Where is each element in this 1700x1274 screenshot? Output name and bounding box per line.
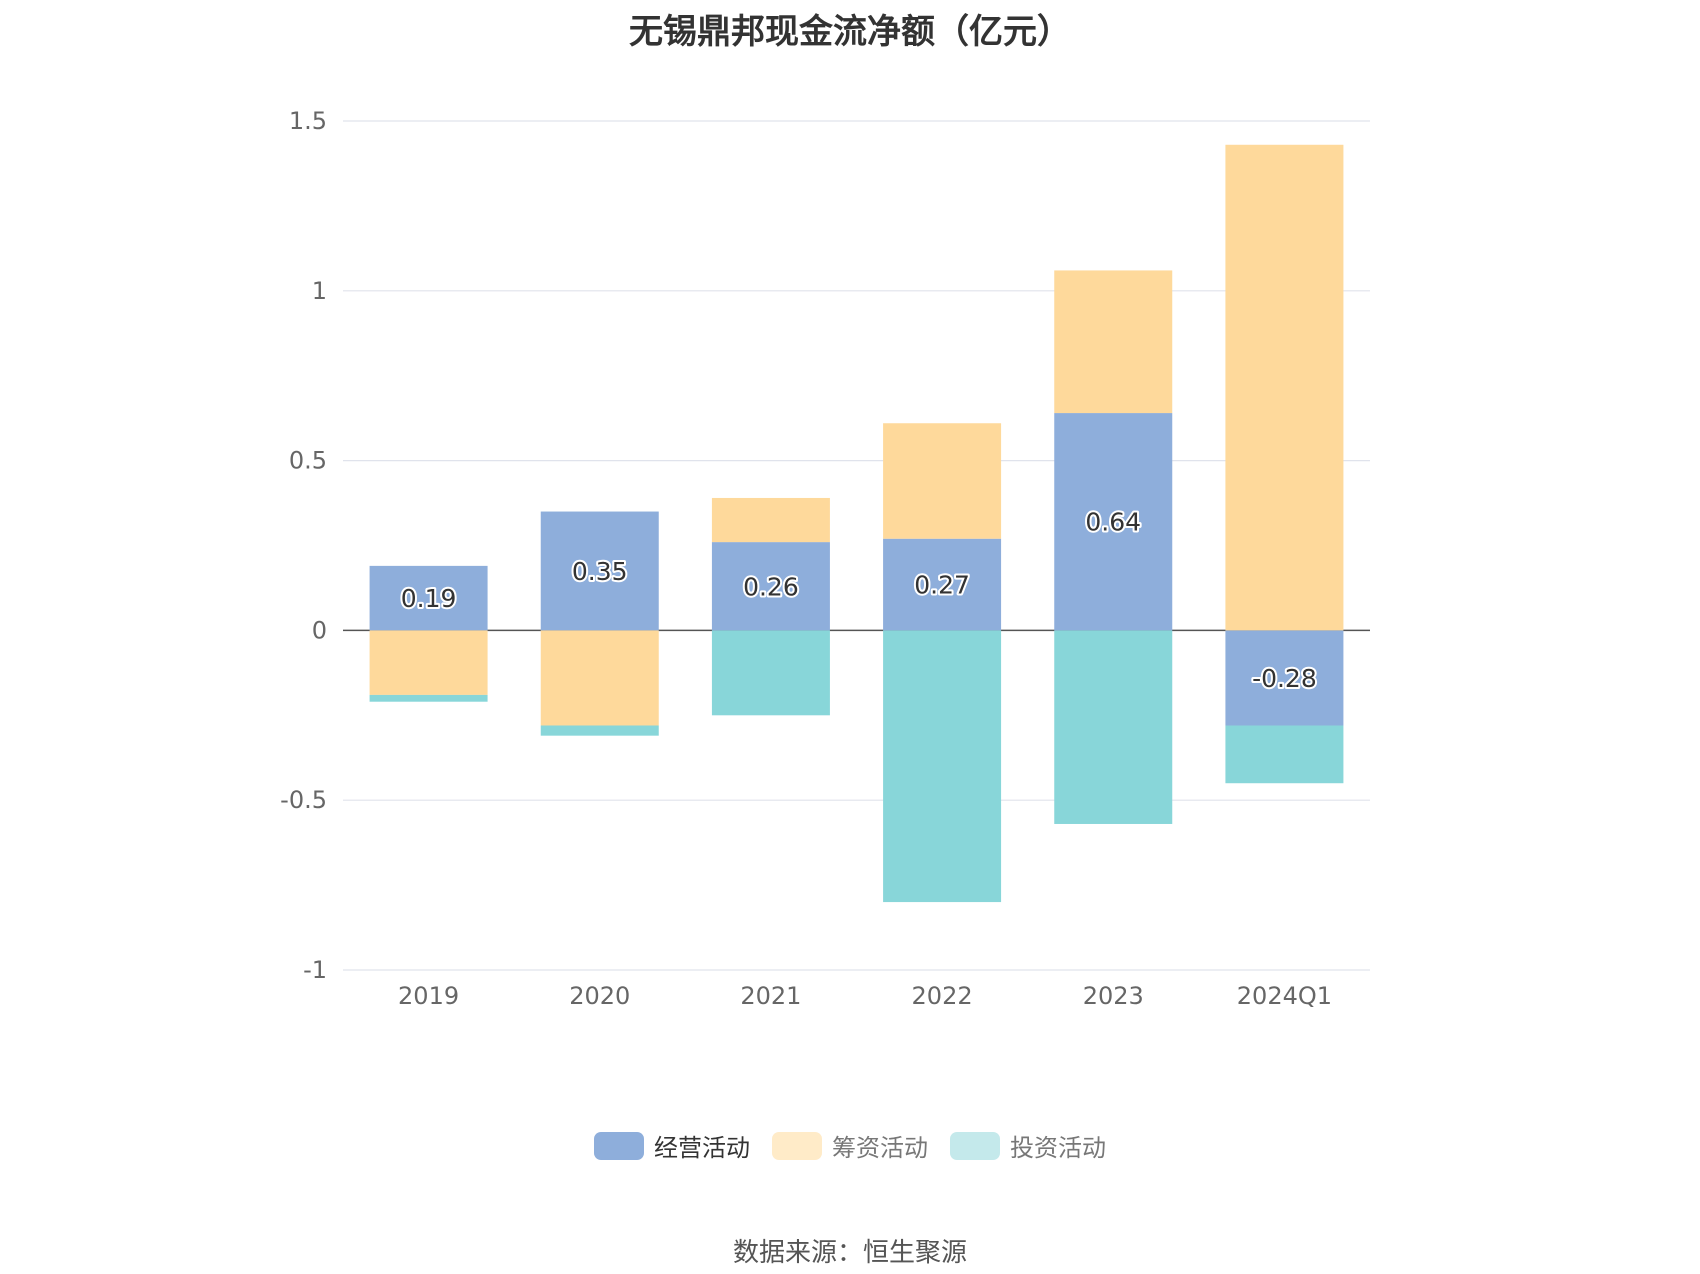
- bar-经营活动-2020: [540, 511, 659, 631]
- source-note: 数据来源：恒生聚源: [732, 1238, 967, 1268]
- bar-经营活动-2019: [369, 565, 488, 631]
- y-tick-label: 1: [312, 277, 327, 305]
- legend-swatch: [772, 1131, 822, 1160]
- bar-投资活动-2021: [711, 630, 830, 716]
- bar-经营活动-2022: [883, 538, 1002, 631]
- legend-swatch: [950, 1131, 1000, 1160]
- data-label: 0.26: [743, 572, 799, 601]
- bar-投资活动-2022: [883, 630, 1002, 903]
- bar-layer: [369, 144, 1344, 903]
- y-tick-label: -1: [303, 956, 327, 984]
- legend-item[interactable]: 筹资活动: [772, 1128, 928, 1163]
- legend-item[interactable]: 经营活动: [594, 1128, 750, 1163]
- data-label: 0.35: [572, 557, 628, 586]
- data-label: -0.28: [1252, 664, 1317, 693]
- x-tick-label: 2024Q1: [1237, 982, 1332, 1010]
- data-label: 0.64: [1085, 508, 1141, 537]
- label-layer: 0.19 0.35 0.26 0.27 0.64 -0.28: [399, 506, 1319, 695]
- bar-投资活动-2024Q1: [1225, 725, 1344, 784]
- y-tick-label: -0.5: [280, 786, 327, 814]
- bar-筹资活动-2021: [711, 497, 830, 543]
- x-tick-label: 2020: [569, 982, 630, 1010]
- y-tick-label: 0: [312, 616, 327, 644]
- data-label: 0.19: [401, 584, 457, 613]
- legend-swatch: [594, 1131, 644, 1160]
- axis-layer: 1.5 1 0.5 0 -0.5 -1 2019 2020 2021 2022 2023 2024Q1: [280, 107, 1332, 1010]
- x-tick-label: 2019: [398, 982, 459, 1010]
- grid-layer: [343, 120, 1370, 971]
- bar-经营活动-2023: [1054, 413, 1173, 631]
- legend-label: 投资活动: [1010, 1134, 1106, 1162]
- chart-title: 无锡鼎邦现金流净额（亿元）: [629, 12, 1071, 52]
- bar-投资活动-2023: [1054, 630, 1173, 824]
- x-tick-label: 2023: [1083, 982, 1144, 1010]
- bar-投资活动-2020: [540, 725, 659, 736]
- legend-item[interactable]: 投资活动: [950, 1128, 1106, 1163]
- bar-经营活动-2021: [711, 542, 830, 631]
- x-tick-label: 2022: [912, 982, 973, 1010]
- y-tick-label: 0.5: [289, 447, 327, 475]
- legend: 经营活动 筹资活动 投资活动: [0, 1128, 1700, 1163]
- y-tick-label: 1.5: [289, 107, 327, 135]
- bar-筹资活动-2020: [540, 630, 659, 726]
- data-label: 0.27: [914, 571, 970, 600]
- bar-筹资活动-2022: [883, 423, 1002, 539]
- bar-经营活动-2024Q1: [1225, 630, 1344, 726]
- bar-筹资活动-2019: [369, 630, 488, 695]
- bar-筹资活动-2023: [1054, 270, 1173, 414]
- legend-label: 筹资活动: [832, 1134, 928, 1162]
- x-tick-label: 2021: [740, 982, 801, 1010]
- legend-label: 经营活动: [654, 1134, 750, 1162]
- bar-筹资活动-2024Q1: [1225, 144, 1344, 631]
- bar-投资活动-2019: [369, 694, 488, 702]
